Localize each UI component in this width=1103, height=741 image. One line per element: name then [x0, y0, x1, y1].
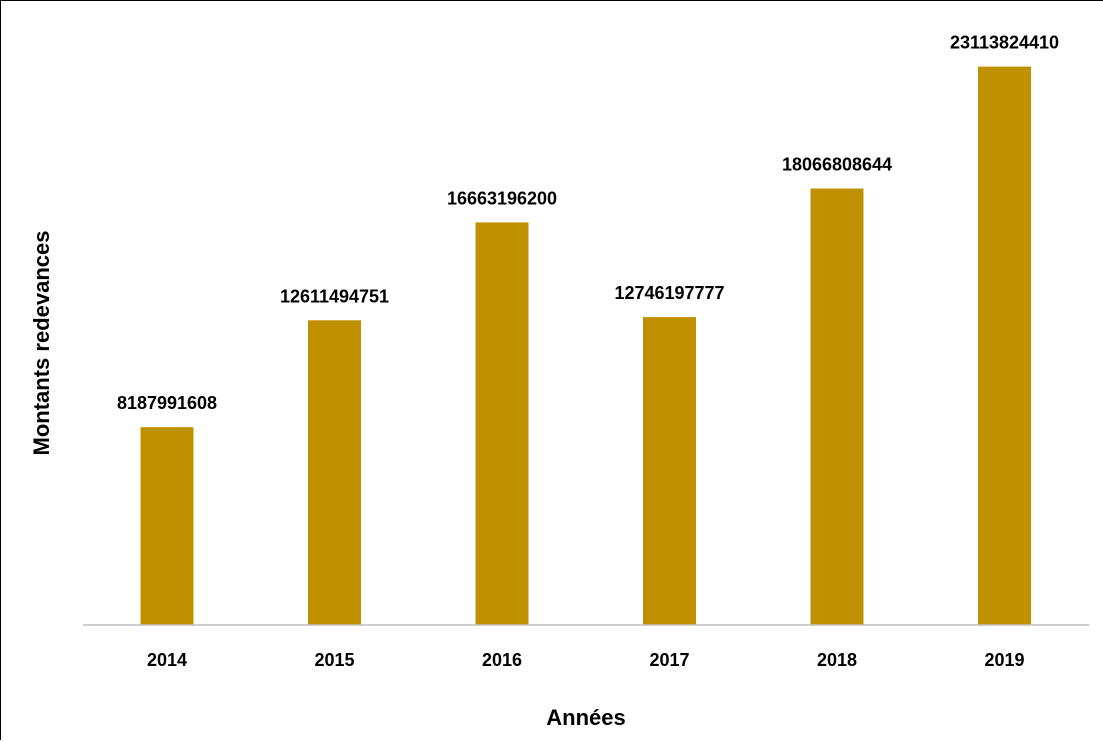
bar-2014: [140, 427, 194, 625]
value-label-2015: 12611494751: [280, 286, 389, 306]
x-axis-title: Années: [546, 705, 625, 730]
bars-layer: [140, 66, 1031, 626]
y-axis-title: Montants redevances: [29, 231, 54, 456]
x-tick-label-2018: 2018: [817, 650, 857, 670]
bar-2015: [308, 320, 361, 625]
x-tick-label-2015: 2015: [314, 650, 354, 670]
value-label-2016: 16663196200: [447, 188, 557, 208]
x-tick-label-2016: 2016: [482, 650, 522, 670]
bar-2019: [978, 66, 1031, 626]
x-tick-label-2019: 2019: [984, 650, 1024, 670]
bar-2016: [475, 222, 529, 625]
value-label-2018: 18066808644: [782, 155, 892, 175]
value-label-2014: 8187991608: [117, 393, 217, 413]
x-tick-labels-layer: 2014 2015 2016 2017 2018 2019: [147, 650, 1025, 670]
x-tick-label-2017: 2017: [649, 650, 689, 670]
value-label-2017: 12746197777: [614, 283, 724, 303]
bar-2018: [810, 188, 864, 625]
value-label-2019: 23113824410: [950, 33, 1059, 53]
value-labels-layer: 8187991608 12611494751 16663196200 12746197…: [117, 33, 1059, 414]
bar-2017: [643, 317, 696, 625]
x-tick-label-2014: 2014: [147, 650, 187, 670]
